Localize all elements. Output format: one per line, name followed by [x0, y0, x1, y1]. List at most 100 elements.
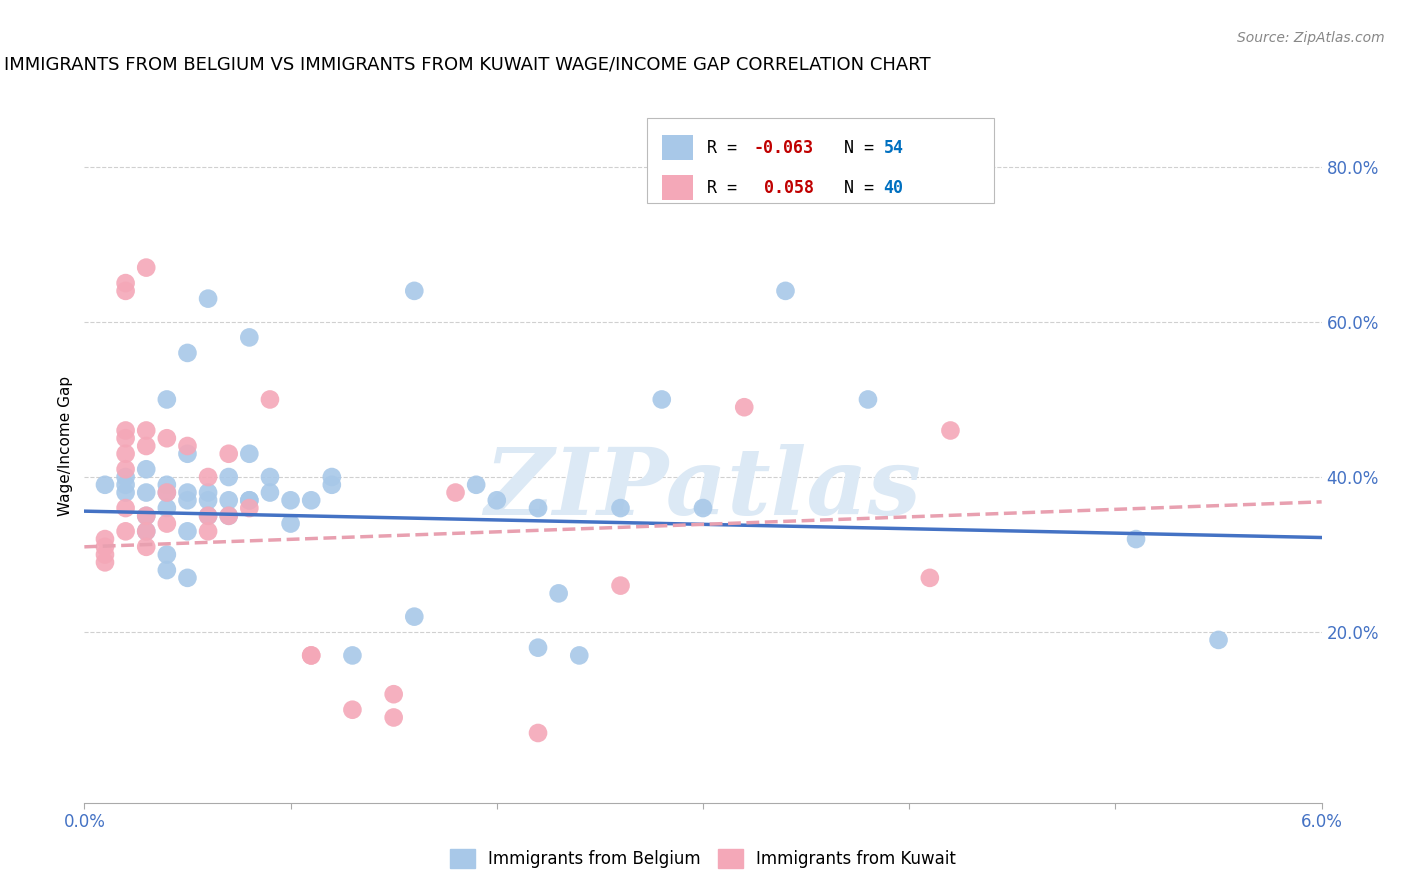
Point [176, 493, 198, 508]
Text: N =: N = [824, 179, 884, 197]
Point [156, 516, 179, 531]
Point [527, 501, 550, 516]
Text: ZIPatlas: ZIPatlas [485, 444, 921, 533]
Point [114, 284, 136, 298]
Text: R =: R = [707, 139, 747, 157]
Point [238, 493, 260, 508]
Point [176, 524, 198, 539]
Point [299, 648, 322, 663]
Point [299, 493, 322, 508]
Text: 40: 40 [883, 179, 904, 197]
Point [342, 703, 364, 717]
Point [135, 508, 157, 523]
Point [259, 485, 281, 500]
Point [404, 284, 426, 298]
Point [527, 640, 550, 655]
Text: 0.058: 0.058 [754, 179, 814, 197]
Point [197, 524, 219, 539]
Point [218, 508, 240, 523]
Point [156, 477, 179, 491]
Point [114, 470, 136, 484]
Point [238, 447, 260, 461]
Point [197, 493, 219, 508]
Point [218, 508, 240, 523]
Point [176, 571, 198, 585]
Point [280, 516, 302, 531]
Point [135, 439, 157, 453]
Point [135, 462, 157, 476]
Point [299, 648, 322, 663]
Point [156, 485, 179, 500]
Point [218, 493, 240, 508]
Point [692, 501, 714, 516]
Point [568, 648, 591, 663]
Point [114, 462, 136, 476]
Point [218, 447, 240, 461]
Point [527, 726, 550, 740]
Point [114, 485, 136, 500]
Point [280, 493, 302, 508]
Point [94, 555, 117, 569]
Point [114, 524, 136, 539]
Point [94, 540, 117, 554]
Point [135, 508, 157, 523]
Point [197, 508, 219, 523]
FancyBboxPatch shape [647, 118, 994, 203]
Point [156, 501, 179, 516]
Point [444, 485, 467, 500]
Y-axis label: Wage/Income Gap: Wage/Income Gap [58, 376, 73, 516]
Point [382, 710, 405, 724]
Point [197, 470, 219, 484]
Point [114, 501, 136, 516]
Text: 54: 54 [883, 139, 904, 157]
Point [176, 485, 198, 500]
Text: N =: N = [824, 139, 884, 157]
Text: IMMIGRANTS FROM BELGIUM VS IMMIGRANTS FROM KUWAIT WAGE/INCOME GAP CORRELATION CH: IMMIGRANTS FROM BELGIUM VS IMMIGRANTS FR… [4, 56, 931, 74]
Point [238, 493, 260, 508]
Point [733, 401, 755, 415]
Point [775, 284, 797, 298]
Point [156, 392, 179, 407]
Point [94, 532, 117, 546]
Point [114, 447, 136, 461]
Point [1208, 632, 1230, 647]
Point [135, 540, 157, 554]
Point [197, 292, 219, 306]
Point [939, 424, 962, 438]
Point [238, 501, 260, 516]
Point [259, 470, 281, 484]
Text: R =: R = [707, 179, 747, 197]
Point [176, 346, 198, 360]
Text: -0.063: -0.063 [754, 139, 814, 157]
Point [114, 424, 136, 438]
Point [176, 439, 198, 453]
Legend: Immigrants from Belgium, Immigrants from Kuwait: Immigrants from Belgium, Immigrants from… [443, 843, 963, 875]
Point [609, 579, 631, 593]
Point [135, 524, 157, 539]
Point [856, 392, 879, 407]
Point [342, 648, 364, 663]
Point [404, 609, 426, 624]
Point [114, 477, 136, 491]
Point [156, 563, 179, 577]
Point [94, 477, 117, 491]
Point [321, 470, 343, 484]
Point [918, 571, 941, 585]
Point [114, 276, 136, 290]
Point [218, 470, 240, 484]
Point [135, 260, 157, 275]
FancyBboxPatch shape [662, 176, 693, 201]
Point [238, 330, 260, 344]
Point [156, 485, 179, 500]
Point [135, 424, 157, 438]
Point [651, 392, 673, 407]
Point [259, 392, 281, 407]
Point [114, 431, 136, 445]
Point [1125, 532, 1147, 546]
Point [176, 447, 198, 461]
Point [135, 524, 157, 539]
Point [485, 493, 508, 508]
Point [547, 586, 569, 600]
Point [382, 687, 405, 701]
Point [156, 431, 179, 445]
